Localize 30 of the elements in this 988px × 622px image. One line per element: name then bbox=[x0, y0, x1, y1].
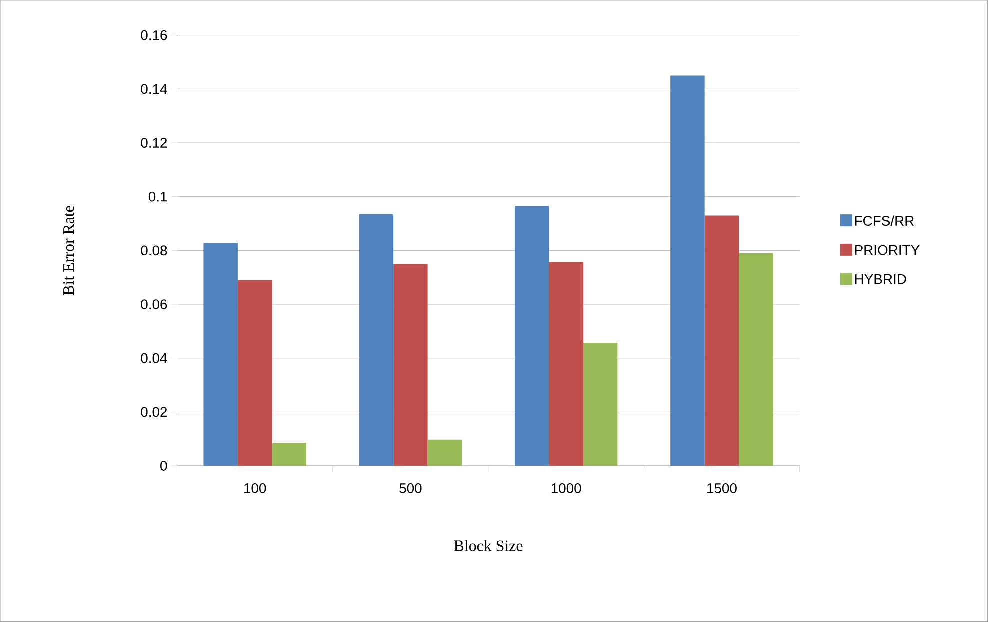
y-tick-label: 0.08 bbox=[141, 246, 168, 256]
y-tick-label: 0.14 bbox=[141, 84, 168, 94]
x-axis-title: Block Size bbox=[454, 540, 523, 552]
x-tick-label: 100 bbox=[244, 483, 266, 494]
y-tick-label: 0 bbox=[160, 460, 168, 471]
bar bbox=[204, 243, 238, 466]
y-tick-label: 0.04 bbox=[141, 353, 168, 364]
x-tick-label: 500 bbox=[400, 483, 422, 494]
y-tick-label: 0.12 bbox=[141, 138, 168, 148]
y-tick-label: 0.1 bbox=[148, 192, 168, 202]
bar bbox=[549, 262, 584, 466]
bar bbox=[359, 214, 394, 466]
x-tick-label: 1000 bbox=[552, 483, 582, 494]
bar bbox=[428, 440, 462, 466]
legend-label: PRIORITY bbox=[855, 245, 920, 256]
bar bbox=[670, 76, 705, 466]
bar bbox=[583, 342, 618, 466]
x-tick-label: 1500 bbox=[708, 483, 737, 494]
bar bbox=[238, 280, 272, 466]
bar bbox=[394, 264, 428, 466]
bar bbox=[739, 253, 774, 466]
y-axis-title: Bit Error Rate bbox=[63, 206, 74, 296]
y-tick-label: 0.16 bbox=[141, 30, 168, 40]
bar bbox=[704, 216, 740, 466]
y-tick-label: 0.06 bbox=[141, 299, 168, 310]
bar bbox=[272, 442, 306, 466]
bar bbox=[514, 206, 550, 466]
legend-label: FCFS/RR bbox=[855, 216, 914, 226]
legend-label: HYBRID bbox=[855, 274, 906, 284]
y-tick-label: 0.02 bbox=[141, 407, 168, 417]
